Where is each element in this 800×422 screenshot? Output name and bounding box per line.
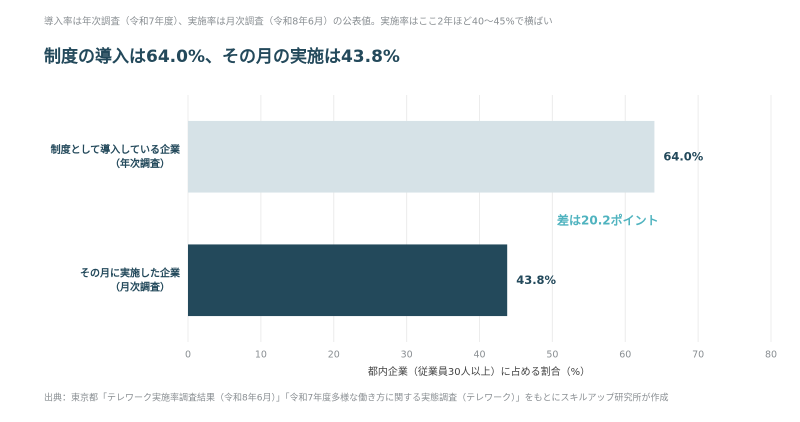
x-tick-label: 70 [692, 350, 704, 361]
x-tick-label: 40 [473, 350, 485, 361]
y-tick-label: （年次調査） [110, 157, 170, 170]
y-tick-label: その月に実施した企業 [80, 266, 181, 279]
x-tick-label: 60 [619, 350, 631, 361]
chart-title: 制度の導入は64.0%、その月の実施は43.8% [44, 46, 400, 67]
y-tick-label: （月次調査） [110, 280, 170, 293]
value-label: 43.8% [516, 273, 556, 287]
source-note: 出典：東京都「テレワーク実施率調査結果（令和8年6月）」「令和7年度多様な働き方… [44, 392, 669, 404]
annotation: 差は20.2ポイント [556, 213, 659, 228]
x-axis-label: 都内企業（従業員30人以上）に占める割合（%） [368, 365, 590, 378]
x-tick-label: 20 [328, 350, 340, 361]
x-tick-label: 10 [255, 350, 267, 361]
x-tick-label: 0 [185, 350, 191, 361]
x-tick-label: 80 [765, 350, 777, 361]
value-label: 64.0% [663, 149, 703, 163]
x-tick-label: 30 [401, 350, 413, 361]
bar [188, 120, 655, 193]
chart-subtitle: 導入率は年次調査（令和7年度）、実施率は月次調査（令和8年6月）の公表値。実施率… [44, 16, 553, 28]
y-tick-label: 制度として導入している企業 [51, 143, 181, 156]
bar [188, 244, 508, 317]
x-tick-label: 50 [546, 350, 558, 361]
